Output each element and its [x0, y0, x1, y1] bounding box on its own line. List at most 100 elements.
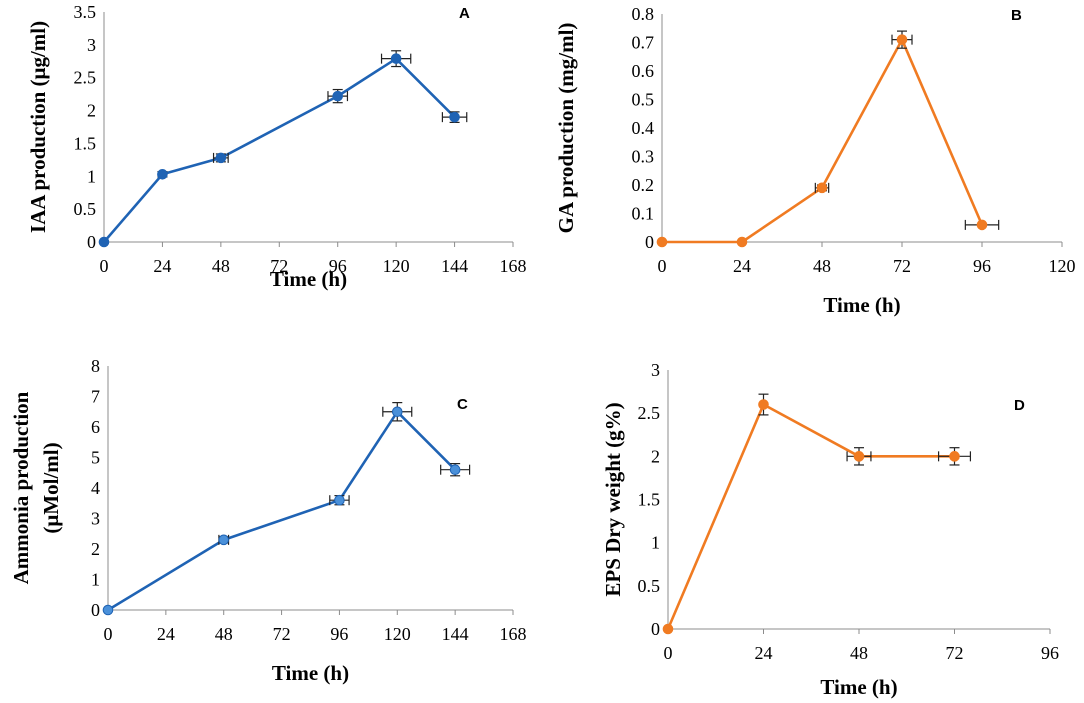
data-point — [736, 236, 748, 248]
x-tick-label: 120 — [384, 624, 411, 644]
y-tick-label: 0.5 — [74, 199, 97, 219]
x-tick-label: 48 — [813, 256, 831, 276]
x-tick-label: 0 — [658, 256, 667, 276]
data-point — [218, 534, 230, 546]
y-axis-title: Ammonia production (μMol/ml) — [9, 391, 63, 584]
data-point — [157, 169, 168, 180]
y-tick-label: 0.6 — [632, 61, 655, 81]
panel-b: 0 0.1 0.2 0.3 0.4 0.5 0.6 0.7 0.8 0 24 48 72 96 120 Tim… — [554, 4, 1076, 317]
x-tick-label: 0 — [664, 643, 673, 663]
y-tick-label: 0.5 — [632, 90, 655, 110]
x-axis-title: Time (h) — [820, 675, 897, 699]
data-point — [662, 623, 674, 635]
y-axis-title: EPS Dry weight (g%) — [601, 402, 625, 596]
data-point — [390, 53, 402, 64]
data-point — [334, 494, 345, 506]
data-point — [332, 90, 344, 102]
data-point — [98, 236, 110, 248]
y-tick-label: 6 — [91, 417, 100, 437]
x-tick-label: 72 — [270, 256, 288, 276]
y-axis-title-line: IAA production (μg/ml) — [26, 21, 50, 233]
data-point — [215, 152, 227, 164]
y-tick-label: 2.5 — [74, 68, 97, 88]
series-line — [103, 57, 456, 243]
y-tick-label: 2.5 — [638, 403, 661, 423]
x-tick-label: 72 — [946, 643, 964, 663]
panel-c: 0 1 2 3 4 5 6 7 8 0 24 48 72 96 120 144 168 Time (h) Ammon… — [9, 356, 527, 685]
panel-letter: A — [459, 5, 470, 22]
data-point — [816, 182, 828, 194]
x-tick-label: 48 — [850, 643, 868, 663]
x-tick-label: 96 — [973, 256, 991, 276]
y-tick-label: 0.7 — [632, 33, 655, 53]
y-tick-label: 0 — [651, 619, 660, 639]
y-tick-label: 1.5 — [74, 133, 97, 153]
y-tick-label: 0.8 — [632, 4, 655, 24]
x-tick-label: 120 — [383, 256, 410, 276]
data-point — [853, 451, 865, 462]
y-tick-label: 0 — [91, 600, 100, 620]
data-point — [449, 464, 461, 476]
panel-letter: D — [1014, 397, 1025, 414]
x-axis-title: Time (h) — [823, 293, 900, 317]
panel-letter: B — [1011, 7, 1022, 24]
data-point — [758, 399, 769, 410]
x-tick-label: 144 — [442, 624, 469, 644]
y-tick-label: 4 — [91, 478, 100, 498]
y-tick-label: 2 — [651, 446, 660, 466]
y-axis-title-line: EPS Dry weight (g%) — [601, 402, 625, 596]
x-tick-label: 96 — [329, 256, 347, 276]
series-line — [666, 403, 955, 630]
y-tick-label: 0.2 — [632, 175, 655, 195]
y-axis-title-line: (μMol/ml) — [39, 442, 63, 533]
x-tick-label: 168 — [500, 624, 527, 644]
y-axis-title-line: GA production (mg/ml) — [554, 23, 578, 234]
x-tick-label: 72 — [893, 256, 911, 276]
y-tick-label: 1 — [651, 533, 660, 553]
data-point — [656, 236, 668, 248]
y-tick-label: 3 — [91, 509, 100, 529]
data-point — [102, 604, 114, 616]
x-tick-label: 48 — [212, 256, 230, 276]
panel-a: 0 0.5 1 1.5 2 2.5 3 3.5 0 24 48 72 96 120 144 168 Time (… — [26, 2, 527, 291]
y-tick-label: 0 — [645, 232, 654, 252]
y-axis-title: GA production (mg/ml) — [554, 23, 578, 234]
data-point — [449, 111, 460, 123]
y-tick-label: 0.3 — [632, 147, 655, 167]
x-tick-label: 120 — [1049, 256, 1076, 276]
data-point — [976, 219, 988, 231]
data-point — [949, 451, 960, 462]
x-tick-label: 48 — [215, 624, 233, 644]
y-tick-label: 7 — [91, 387, 100, 407]
y-tick-label: 5 — [91, 448, 100, 468]
y-axis-title: IAA production (μg/ml) — [26, 21, 50, 233]
y-tick-label: 3.5 — [74, 2, 97, 22]
x-tick-label: 96 — [1041, 643, 1059, 663]
x-tick-label: 0 — [104, 624, 113, 644]
x-axis-title: Time (h) — [270, 267, 347, 291]
panel-d: 0 0.5 1 1.5 2 2.5 3 0 24 48 72 96 Time (h) EPS Dry we… — [601, 360, 1059, 699]
x-tick-label: 24 — [755, 643, 773, 663]
x-tick-label: 72 — [273, 624, 291, 644]
y-tick-label: 0.5 — [638, 576, 661, 596]
x-tick-label: 24 — [733, 256, 751, 276]
data-point — [896, 34, 908, 45]
x-tick-label: 144 — [441, 256, 468, 276]
y-tick-label: 3 — [651, 360, 660, 380]
x-axis-title: Time (h) — [272, 661, 349, 685]
x-tick-label: 168 — [500, 256, 527, 276]
y-axis-title-line: Ammonia production — [9, 391, 33, 584]
y-tick-label: 0.1 — [632, 204, 655, 224]
y-tick-label: 1.5 — [638, 490, 661, 510]
x-tick-label: 96 — [330, 624, 348, 644]
x-tick-label: 24 — [153, 256, 171, 276]
y-tick-label: 3 — [87, 35, 96, 55]
y-tick-label: 2 — [87, 101, 96, 121]
y-tick-label: 1 — [87, 166, 96, 186]
panel-letter: C — [457, 396, 468, 413]
y-tick-label: 8 — [91, 356, 100, 376]
y-tick-label: 2 — [91, 539, 100, 559]
